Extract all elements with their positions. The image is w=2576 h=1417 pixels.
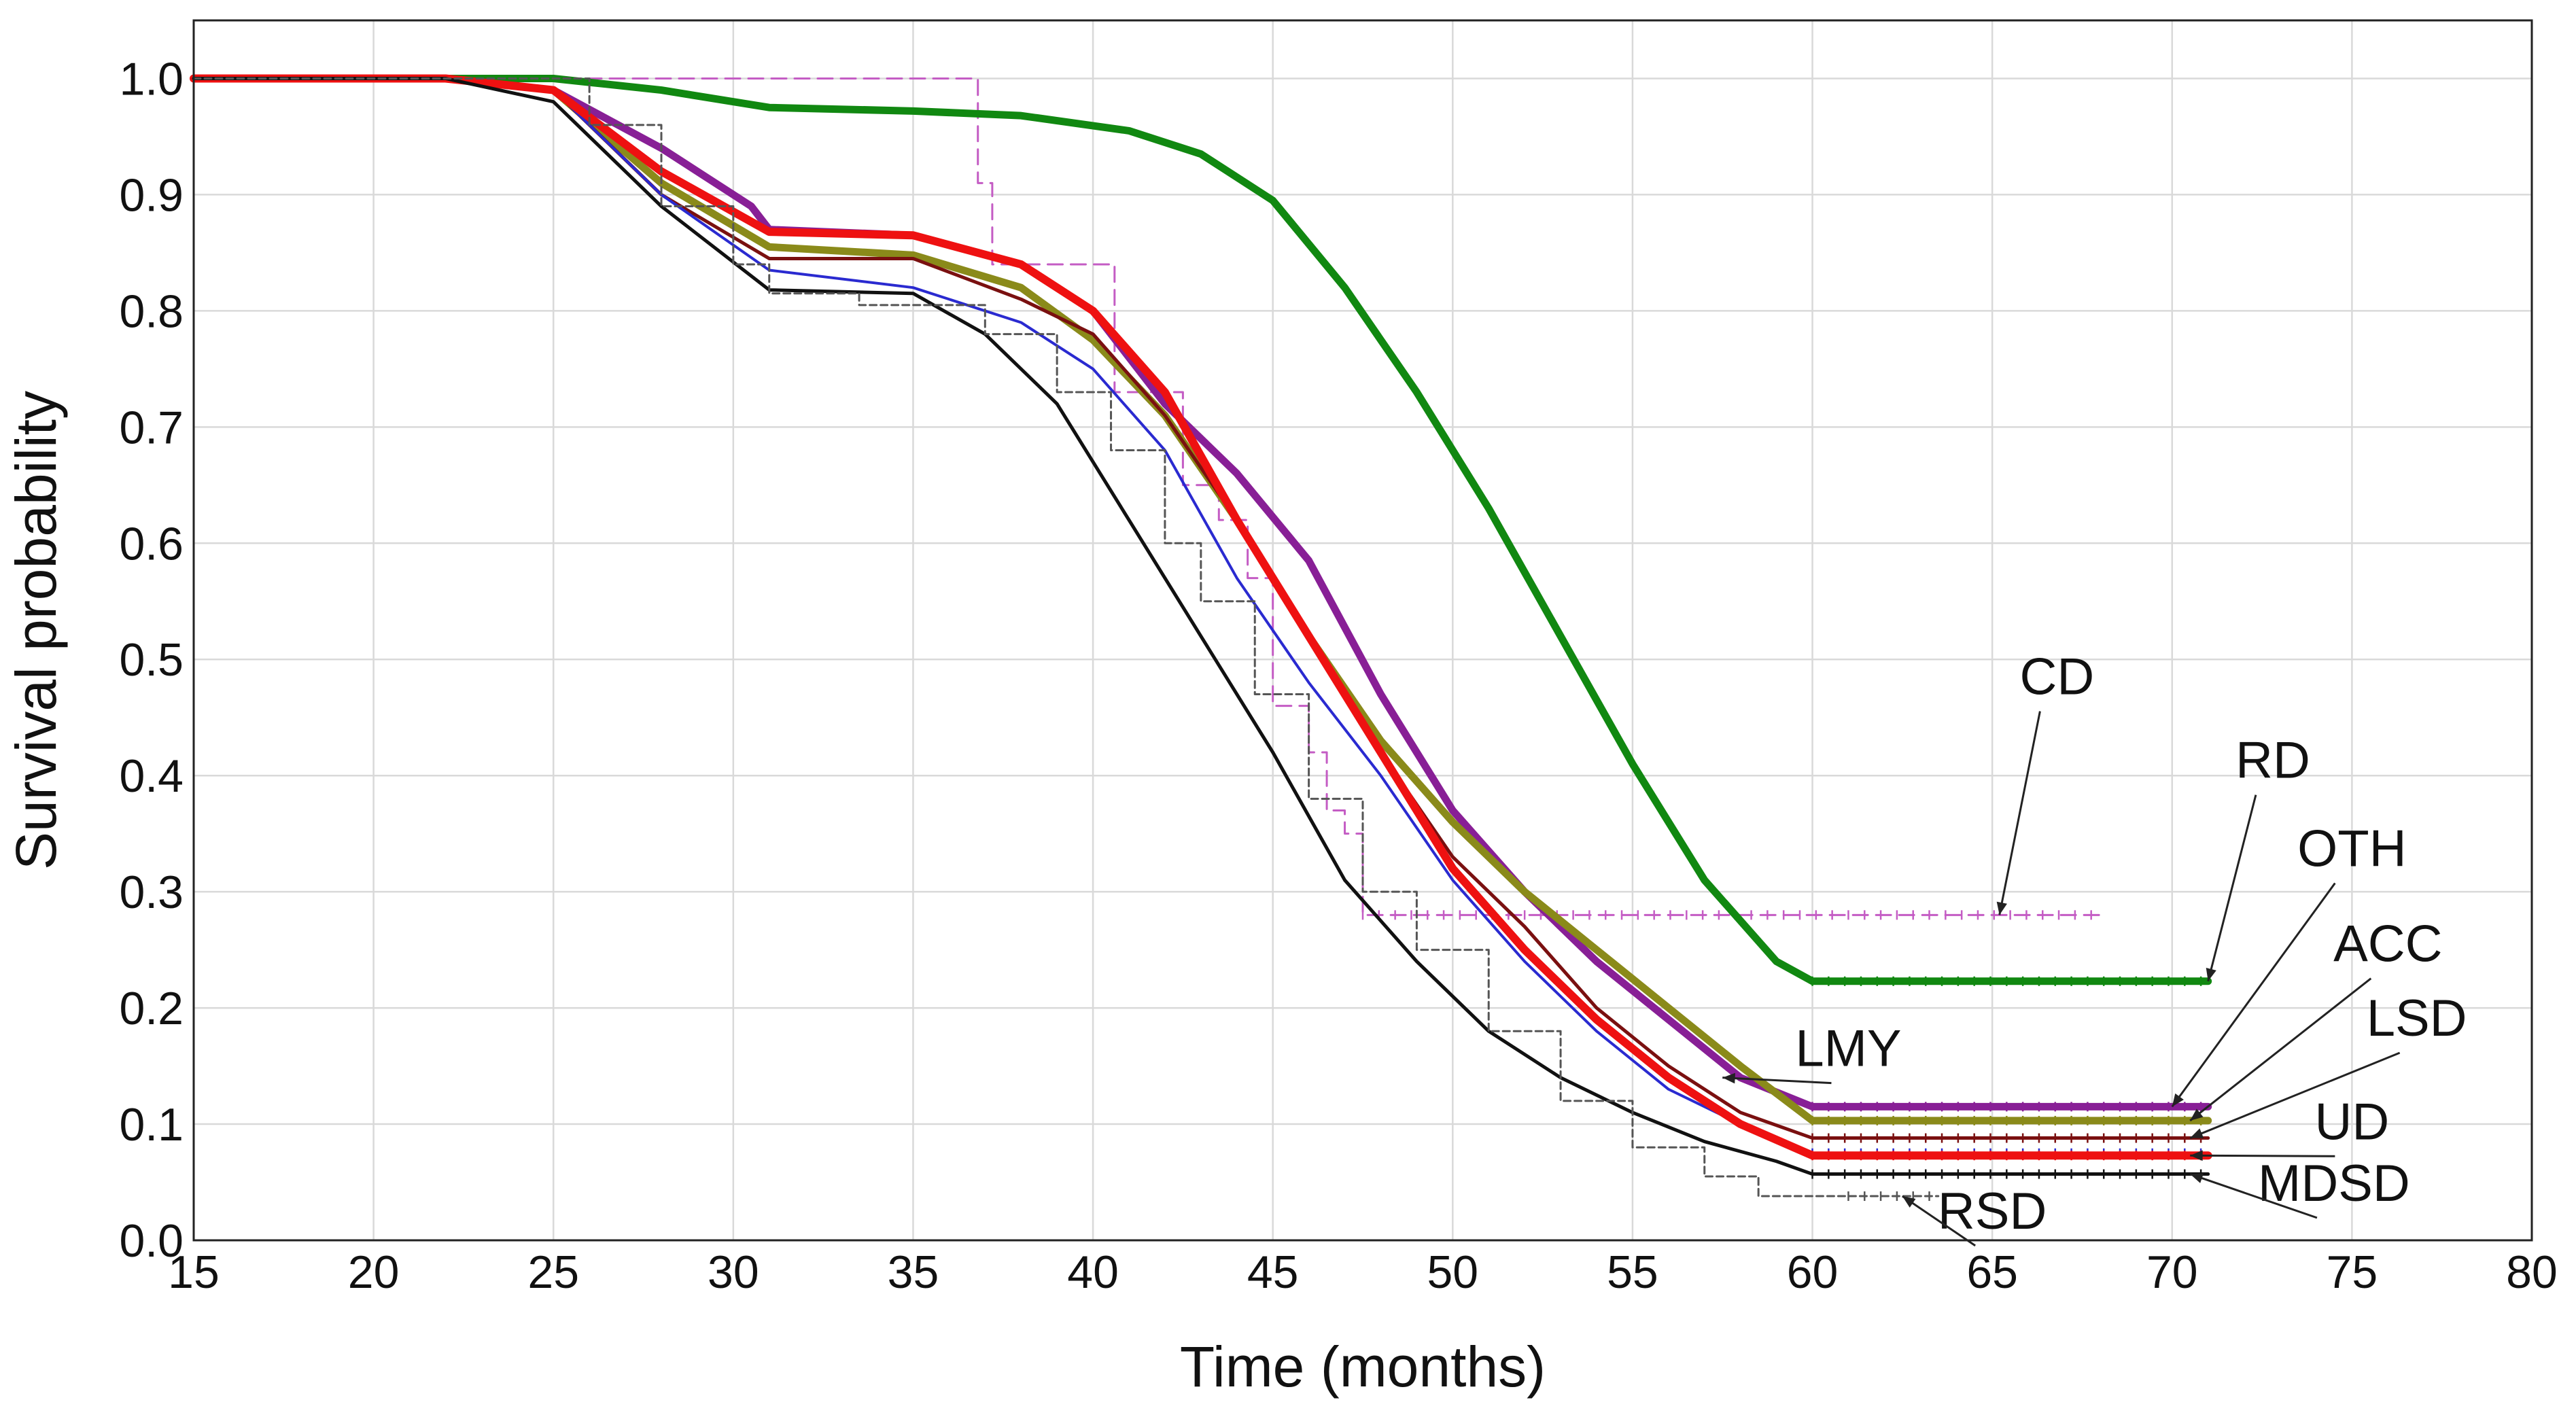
x-tick-label: 70 [2146,1246,2198,1298]
y-tick-label: 0.8 [119,285,184,337]
annotation-arrowhead [2172,1093,2184,1107]
plot-frame [192,19,2533,1242]
annotation-label-lmy: LMY [1795,1020,1901,1078]
annotation-leader [1998,711,2041,915]
annotation-leader [2189,977,2372,1122]
x-tick-label: 35 [888,1246,939,1298]
x-tick-label: 25 [527,1246,579,1298]
annotation-arrowhead [1722,1072,1736,1084]
x-tick-label: 75 [2327,1246,2378,1298]
x-tick-label: 40 [1067,1246,1119,1298]
annotation-arrowhead [2190,1173,2204,1183]
annotation-arrowhead [1902,1196,1916,1208]
annotation-arrowhead [2190,1128,2204,1138]
y-axis-title: Survival probability [4,391,68,870]
series-line-oth [190,74,2212,1110]
y-tick-label: 0.5 [119,634,184,686]
annotation-leader [2189,1051,2401,1139]
series-line-mdsd [192,76,2210,1176]
y-tick-label: 0.0 [119,1215,184,1267]
y-tick-label: 0.3 [119,867,184,918]
y-tick-label: 0.9 [119,169,184,221]
x-tick-label: 20 [348,1246,400,1298]
annotation-arrowhead [2190,1150,2203,1161]
annotation-label-lsd: LSD [2367,990,2467,1047]
annotation-arrowhead [2190,1108,2204,1121]
series-layer [190,74,2212,1202]
annotation-leader [1902,1195,1976,1247]
tick-labels: 15 20 25 30 35 40 45 50 55 60 65 70 75 80 0.0 0.1 0.2 0.3… [119,53,2557,1298]
annotation-label-ud: UD [2314,1093,2389,1151]
x-tick-label: 55 [1607,1246,1658,1298]
y-tick-label: 1.0 [119,53,184,105]
y-tick-label: 0.1 [119,1099,184,1151]
x-tick-label: 50 [1427,1246,1478,1298]
x-tick-label: 80 [2506,1246,2558,1298]
annotation-arrowhead [2206,967,2216,981]
x-tick-label: 30 [708,1246,759,1298]
annotation-arrowhead [1996,901,2007,915]
annotation-label-oth: OTH [2297,820,2406,878]
annotation-label-rd: RD [2235,732,2310,790]
annotation-leader [1722,1077,1832,1085]
annotation-leader [2189,1173,2318,1219]
y-tick-label: 0.2 [119,983,184,1034]
series-line-rd [190,74,2212,985]
annotation-label-acc: ACC [2333,915,2442,973]
series-line-rsd [192,77,1940,1197]
annotation-label-rsd: RSD [1938,1183,2047,1240]
y-tick-label: 0.6 [119,518,184,570]
x-tick-label: 15 [168,1246,220,1298]
y-tick-label: 0.7 [119,402,184,453]
y-tick-label: 0.4 [119,750,184,802]
annotation-leader [2207,794,2257,982]
x-tick-label: 45 [1247,1246,1299,1298]
x-tick-label: 60 [1787,1246,1839,1298]
annotation-leader [2190,1154,2335,1157]
annotation-label-cd: CD [2020,648,2095,706]
annotation-label-mdsd: MDSD [2258,1155,2410,1212]
x-axis-title: Time (months) [1180,1335,1546,1399]
x-tick-label: 65 [1966,1246,2018,1298]
annotation-leader [2171,882,2336,1108]
